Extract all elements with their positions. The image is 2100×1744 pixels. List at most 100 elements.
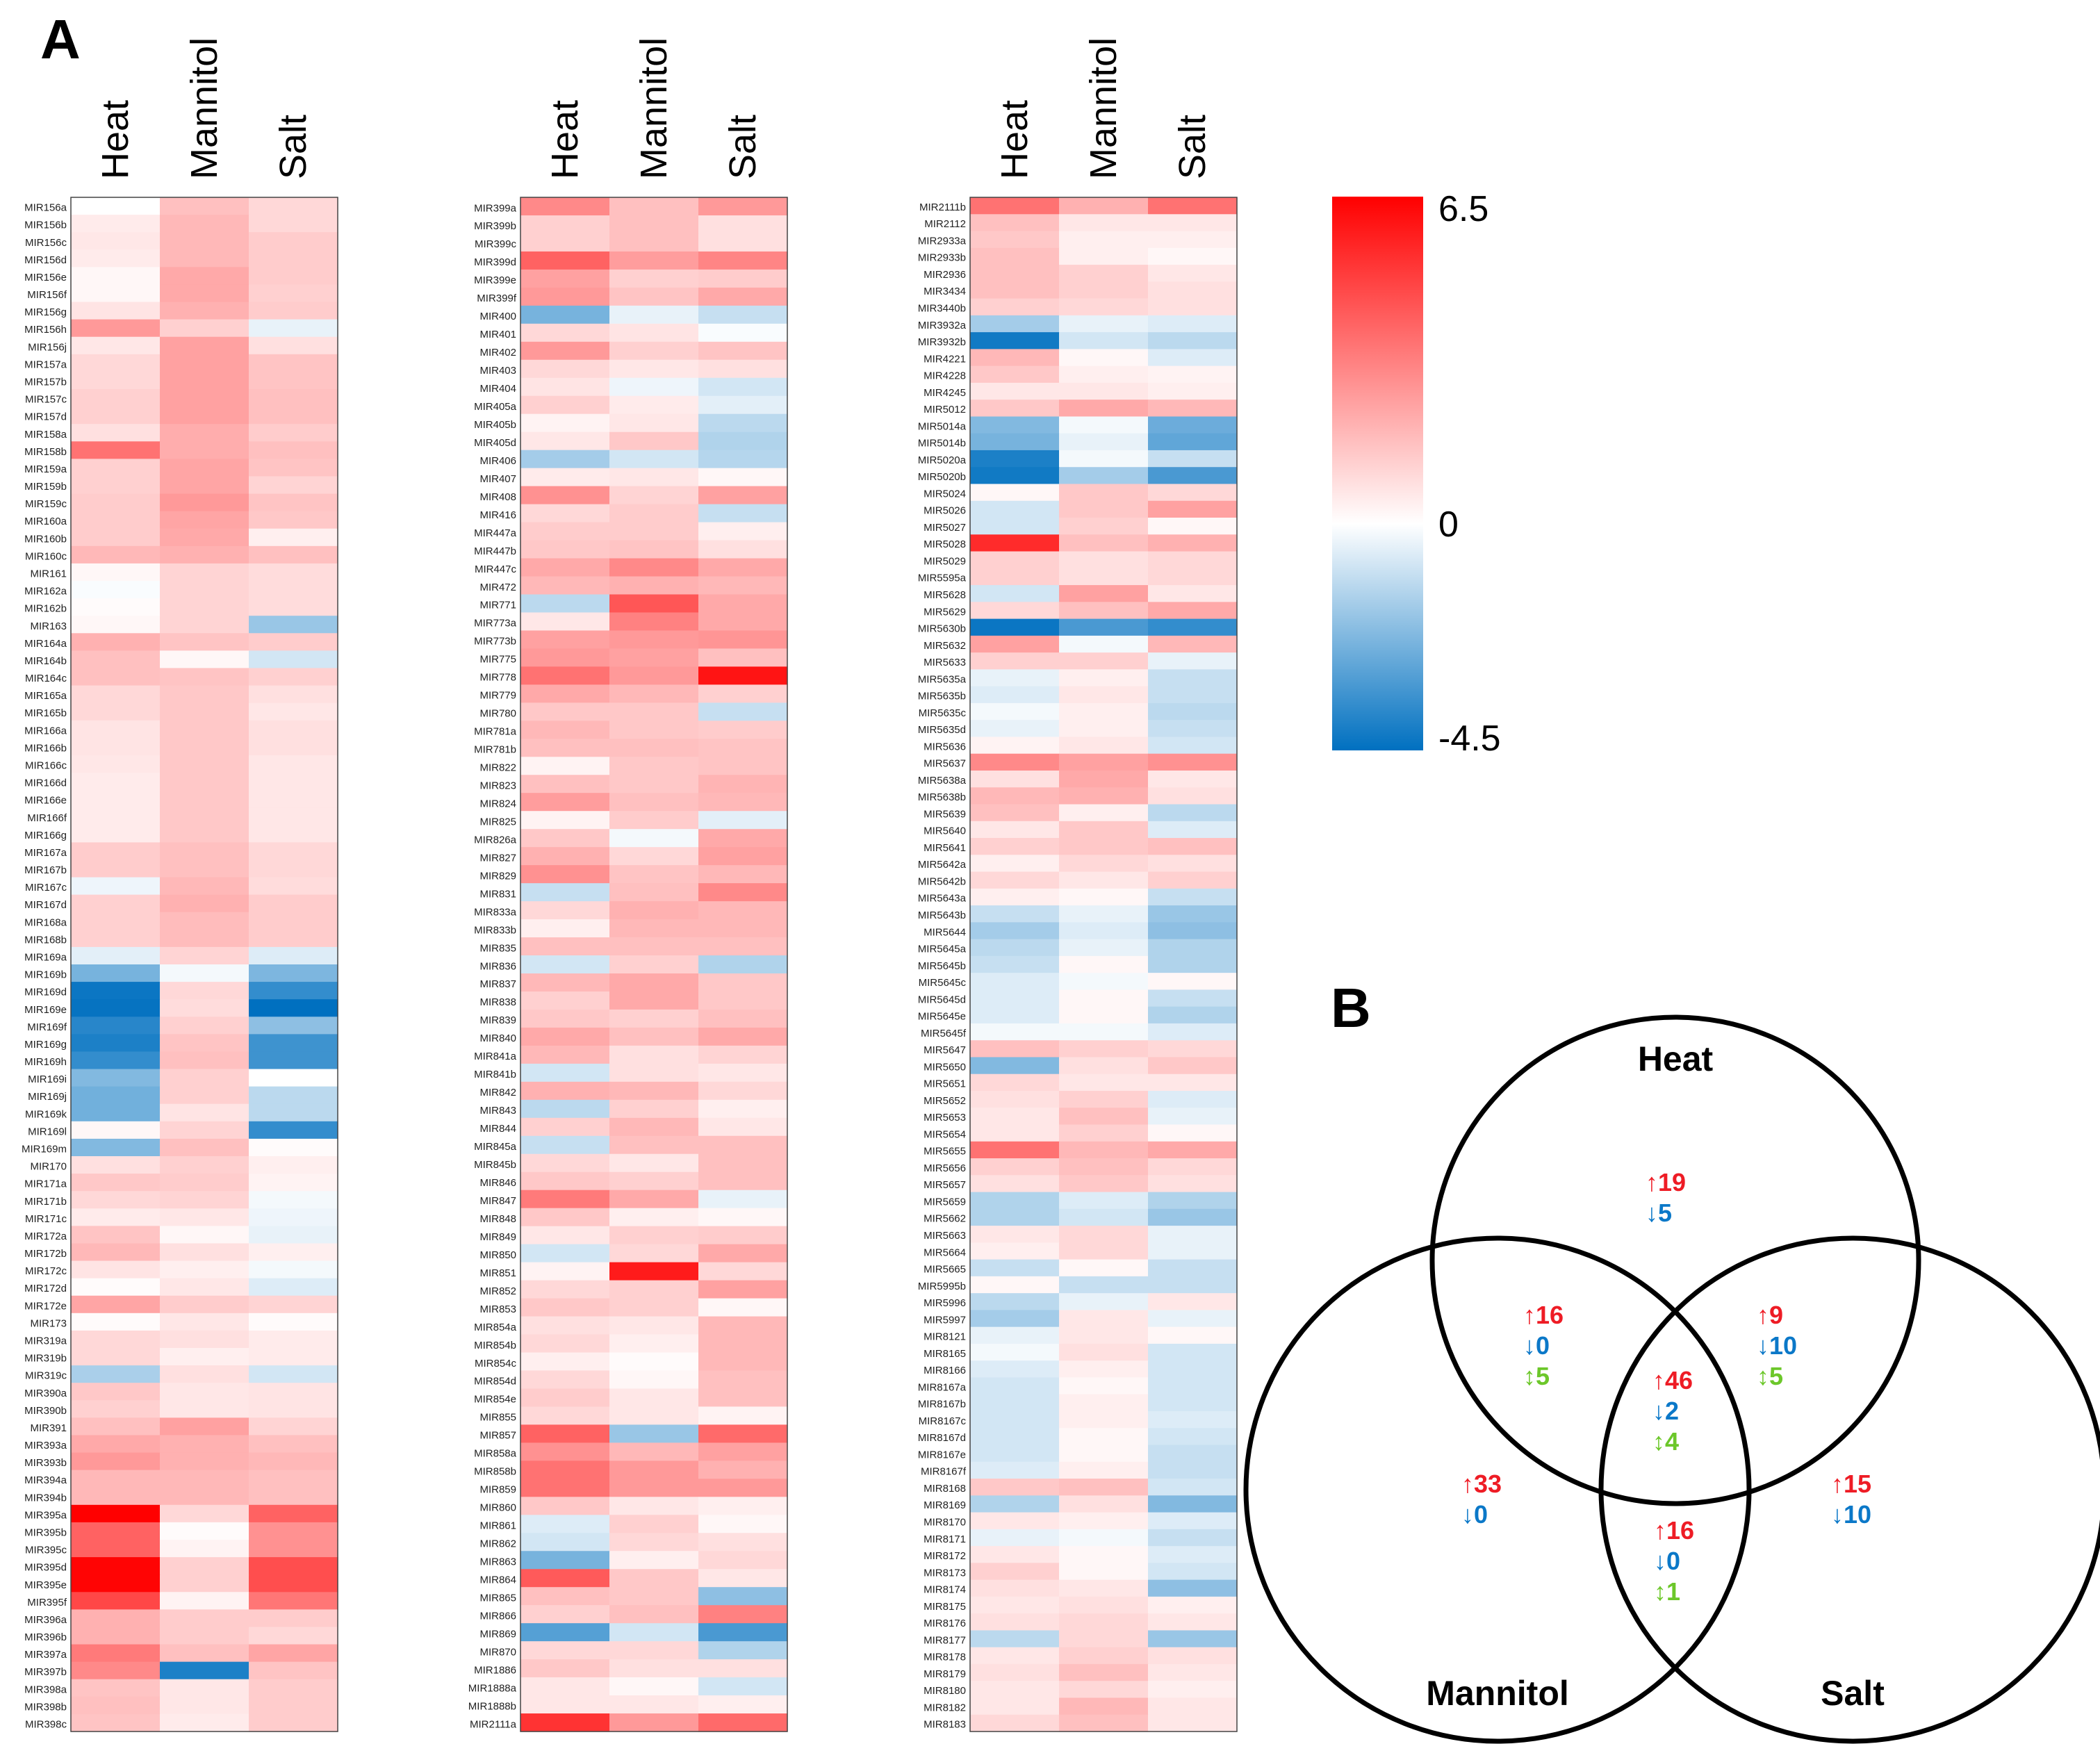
heatmap-cell — [970, 1714, 1060, 1732]
row-label: MIR159a — [24, 463, 67, 475]
row-label: MIR827 — [479, 852, 516, 864]
heatmap-cell — [71, 1452, 161, 1471]
heatmap-cell — [698, 558, 788, 577]
row-label: MIR395a — [24, 1509, 67, 1521]
heatmap-cell — [160, 1260, 249, 1279]
heatmap-cell — [698, 1406, 788, 1425]
heatmap-cell — [160, 406, 249, 425]
row-label: MIR5024 — [924, 488, 966, 500]
heatmap-cell — [160, 1435, 249, 1454]
heatmap-cell — [1059, 635, 1149, 653]
heatmap-cell — [970, 1310, 1060, 1328]
heatmap-cell — [698, 973, 788, 992]
row-label: MIR394b — [24, 1492, 67, 1504]
heatmap-cell — [1148, 1445, 1238, 1463]
heatmap-cell — [520, 1641, 610, 1660]
heatmap-cell — [249, 894, 338, 913]
row-label: MIR8172 — [924, 1550, 966, 1562]
row-label: MIR5642a — [918, 859, 967, 871]
row-label: MIR162a — [24, 586, 67, 598]
heatmap-cell — [1059, 1529, 1149, 1547]
row-label: MIR399f — [477, 293, 517, 304]
heatmap-cell — [249, 1313, 338, 1331]
heatmap-cell — [160, 912, 249, 930]
heatmap-cell — [609, 486, 699, 505]
heatmap-cell — [520, 1099, 610, 1119]
heatmap-cell — [609, 793, 699, 812]
heatmap-cell — [160, 232, 249, 250]
heatmap-cell — [160, 545, 249, 564]
heatmap-cell — [1148, 602, 1238, 620]
row-label: MIR164b — [24, 655, 67, 667]
heatmap-cell — [698, 1605, 788, 1624]
heatmap-cell — [160, 1661, 249, 1680]
heatmap-cell — [520, 919, 610, 938]
heatmap-cell — [1059, 669, 1149, 687]
scale-min-label: -4.5 — [1438, 718, 1501, 759]
heatmap-cell — [249, 1383, 338, 1401]
heatmap-cell — [520, 1244, 610, 1263]
heatmap-cell — [698, 811, 788, 830]
heatmap-cell — [970, 1394, 1060, 1412]
row-label: MIR866 — [479, 1610, 516, 1622]
heatmap-cell — [1148, 1259, 1238, 1277]
heatmap-cell — [71, 319, 161, 338]
heatmap-cell — [970, 1479, 1060, 1496]
row-label: MIR390b — [24, 1405, 67, 1417]
heatmap-cell — [71, 1540, 161, 1558]
heatmap-cell — [249, 563, 338, 582]
heatmap-cell — [520, 1713, 610, 1732]
heatmap-cell — [970, 298, 1060, 316]
row-label: MIR169l — [28, 1126, 67, 1137]
heatmap-cell — [609, 323, 699, 343]
heatmap-cell — [71, 1713, 161, 1732]
heatmap-cell — [1148, 1377, 1238, 1395]
heatmap-cell — [71, 354, 161, 372]
row-label: MIR5632 — [924, 640, 966, 652]
row-label: MIR862 — [479, 1538, 516, 1550]
row-label: MIR169k — [25, 1108, 67, 1120]
heatmap-cell — [1059, 416, 1149, 434]
heatmap-cell — [1059, 1310, 1149, 1328]
heatmap-cell — [698, 1461, 788, 1479]
row-label: MIR823 — [479, 780, 516, 792]
row-label: MIR855 — [479, 1412, 516, 1424]
heatmap-cell — [249, 1504, 338, 1523]
heatmap-cell — [249, 493, 338, 512]
venn-count-up: ↑46 — [1652, 1366, 1693, 1395]
venn-count-down: ↓0 — [1461, 1500, 1488, 1529]
heatmap-cell — [609, 558, 699, 577]
heatmap-cell — [520, 937, 610, 956]
heatmap-cell — [71, 1557, 161, 1575]
heatmap-cell — [1148, 416, 1238, 434]
venn-region-heat-only: ↑19↓5 — [1646, 1168, 1686, 1227]
heatmap-cell — [1148, 1647, 1238, 1665]
heatmap-cell — [970, 197, 1060, 215]
heatmap-cell — [520, 215, 610, 234]
heatmap-cell — [609, 1442, 699, 1461]
heatmap-cell — [1059, 973, 1149, 990]
heatmap-cell — [249, 302, 338, 320]
heatmap-cell — [698, 739, 788, 757]
heatmap-cell — [1148, 315, 1238, 333]
row-label: MIR472 — [479, 582, 516, 593]
heatmap-cell — [160, 720, 249, 739]
row-label: MIR773b — [474, 636, 516, 648]
heatmap-cell — [970, 618, 1060, 636]
row-label: MIR171b — [24, 1196, 67, 1208]
row-label: MIR8176 — [924, 1618, 966, 1629]
heatmap-cell — [970, 1529, 1060, 1547]
heatmap-cell — [71, 598, 161, 616]
row-label: MIR156f — [27, 289, 67, 301]
row-label: MIR399b — [474, 220, 516, 232]
row-label: MIR5639 — [924, 808, 966, 820]
heatmap-cell — [1059, 365, 1149, 384]
row-label: MIR5665 — [924, 1264, 966, 1276]
row-label: MIR398a — [24, 1684, 67, 1695]
heatmap-cell — [249, 1696, 338, 1715]
heatmap-cell — [698, 1442, 788, 1461]
heatmap-cell — [1059, 1681, 1149, 1699]
heatmap-cell — [1148, 1242, 1238, 1260]
heatmap-cell — [609, 1280, 699, 1299]
heatmap-cell — [698, 1226, 788, 1245]
